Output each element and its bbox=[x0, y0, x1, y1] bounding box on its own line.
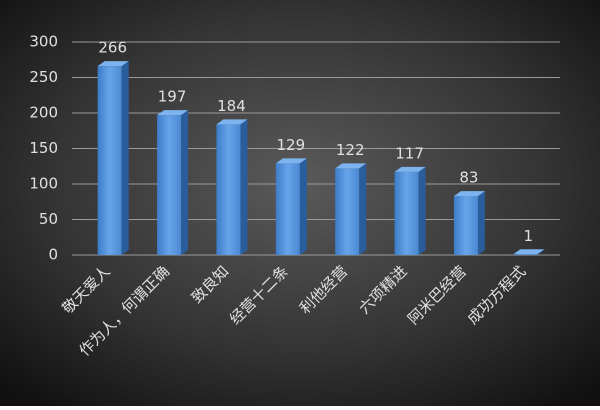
data-label: 197 bbox=[158, 88, 187, 106]
bar-front bbox=[453, 196, 478, 255]
bar bbox=[394, 166, 426, 255]
bar-top bbox=[335, 163, 367, 169]
bar bbox=[97, 61, 129, 255]
data-label: 122 bbox=[336, 141, 365, 159]
bar-front bbox=[335, 168, 360, 255]
data-label: 184 bbox=[217, 97, 246, 115]
y-tick-label: 150 bbox=[29, 139, 58, 157]
bar-front bbox=[216, 124, 241, 255]
bar-side bbox=[418, 166, 426, 255]
bar bbox=[335, 163, 367, 255]
data-label: 83 bbox=[459, 169, 478, 187]
data-label: 129 bbox=[276, 136, 305, 154]
bar-front bbox=[513, 254, 538, 255]
y-tick-label: 200 bbox=[29, 104, 58, 122]
data-label: 1 bbox=[524, 227, 534, 245]
bar-side bbox=[181, 110, 189, 255]
bar-top bbox=[216, 119, 248, 125]
bar-front bbox=[394, 171, 419, 255]
bar-top bbox=[275, 158, 307, 164]
bar-front bbox=[97, 66, 122, 255]
bar-side bbox=[359, 163, 367, 255]
bar-side bbox=[537, 249, 545, 255]
bar-front bbox=[157, 115, 182, 255]
y-tick-label: 300 bbox=[29, 33, 58, 51]
y-tick-label: 0 bbox=[48, 246, 58, 264]
y-tick-label: 250 bbox=[29, 68, 58, 86]
bar-top bbox=[394, 166, 426, 172]
data-label: 266 bbox=[98, 39, 127, 57]
bar bbox=[275, 158, 307, 255]
data-label: 117 bbox=[395, 144, 424, 162]
bar bbox=[513, 249, 545, 255]
bar-top bbox=[157, 110, 189, 116]
bar bbox=[453, 191, 485, 255]
bar-top bbox=[513, 249, 545, 255]
y-tick-label: 100 bbox=[29, 175, 58, 193]
bar-top bbox=[97, 61, 129, 67]
bar-front bbox=[275, 163, 300, 255]
bar-side bbox=[121, 61, 129, 255]
bar-top bbox=[453, 191, 485, 197]
bar bbox=[157, 110, 189, 255]
bar-side bbox=[299, 158, 307, 255]
bar bbox=[216, 119, 248, 255]
bar-side bbox=[240, 119, 248, 255]
bar-side bbox=[477, 191, 485, 255]
y-tick-label: 50 bbox=[39, 210, 58, 228]
